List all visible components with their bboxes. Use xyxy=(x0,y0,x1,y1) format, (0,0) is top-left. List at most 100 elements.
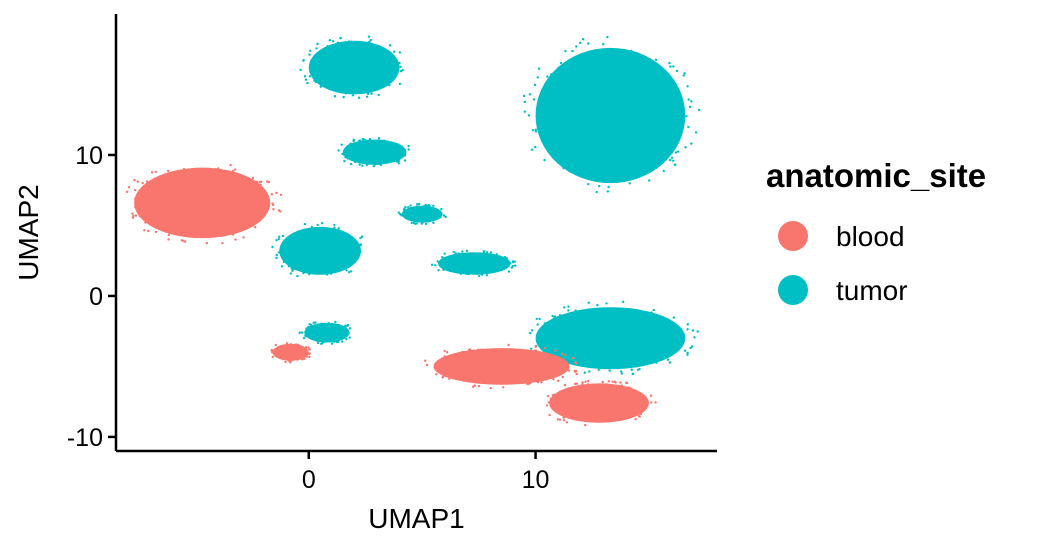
tumor-point xyxy=(567,309,570,312)
blood-point xyxy=(564,353,567,357)
tumor-point xyxy=(551,314,554,318)
tumor-point xyxy=(575,45,578,48)
tumor-point xyxy=(296,274,299,278)
tumor-point xyxy=(690,100,693,103)
tumor-point xyxy=(677,124,681,127)
tumor-point xyxy=(659,73,663,76)
blood-point xyxy=(270,193,274,196)
tumor-point xyxy=(536,76,539,79)
tumor-point xyxy=(369,162,372,165)
blood-point xyxy=(555,406,558,409)
blood-point xyxy=(467,348,471,352)
tumor-point xyxy=(658,354,662,357)
tumor-point xyxy=(404,205,407,209)
tumor-point xyxy=(334,320,337,324)
blood-point xyxy=(262,194,266,197)
blood-cluster-core xyxy=(272,343,309,361)
tumor-point xyxy=(407,148,410,151)
tumor-point xyxy=(415,222,418,225)
tumor-point xyxy=(630,368,634,371)
blood-point xyxy=(573,382,577,386)
tumor-point xyxy=(541,341,544,344)
blood-point xyxy=(253,220,257,224)
blood-point xyxy=(613,380,617,383)
tumor-point xyxy=(674,118,677,122)
tumor-point xyxy=(468,252,471,256)
blood-point xyxy=(546,394,550,398)
tumor-cluster-core xyxy=(308,40,400,95)
blood-point xyxy=(424,359,427,362)
blood-point xyxy=(552,378,555,381)
blood-point xyxy=(279,210,282,213)
blood-point xyxy=(645,403,648,407)
tumor-point xyxy=(444,215,447,219)
tumor-point xyxy=(574,309,577,312)
blood-cluster xyxy=(125,163,283,245)
tumor-point xyxy=(349,236,352,239)
blood-point xyxy=(547,401,550,404)
tumor-point xyxy=(619,171,623,175)
series-blood xyxy=(125,163,657,427)
tumor-point xyxy=(313,270,316,273)
tumor-point xyxy=(358,159,361,163)
blood-point xyxy=(584,380,587,383)
blood-point xyxy=(176,173,179,177)
tumor-point xyxy=(682,332,685,336)
tumor-point xyxy=(275,253,278,257)
tumor-point xyxy=(324,322,328,326)
tumor-point xyxy=(329,272,333,275)
tumor-point xyxy=(343,91,346,94)
tumor-point xyxy=(543,97,547,100)
x-tick-label: 10 xyxy=(522,466,550,494)
tumor-cluster xyxy=(271,221,364,278)
blood-point xyxy=(480,348,483,351)
blood-point xyxy=(581,383,584,387)
tumor-point xyxy=(673,339,677,343)
blood-point xyxy=(232,169,235,173)
tumor-point xyxy=(403,159,407,162)
tumor-point xyxy=(291,263,295,267)
tumor-point xyxy=(372,164,375,168)
tumor-point xyxy=(556,153,560,156)
tumor-point xyxy=(400,145,403,148)
tumor-point xyxy=(277,251,281,254)
tumor-point xyxy=(281,234,285,238)
blood-point xyxy=(443,355,446,358)
tumor-point xyxy=(456,253,459,257)
blood-point xyxy=(635,391,638,394)
tumor-point xyxy=(691,329,695,332)
blood-point xyxy=(154,230,158,234)
tumor-point xyxy=(672,159,675,163)
tumor-point xyxy=(424,222,428,226)
tumor-point xyxy=(666,348,670,352)
tumor-point xyxy=(361,140,364,144)
blood-point xyxy=(556,418,560,421)
tumor-point xyxy=(367,35,371,38)
tumor-cluster xyxy=(522,35,701,194)
tumor-point xyxy=(630,49,633,53)
tumor-point xyxy=(545,342,548,345)
tumor-cluster xyxy=(430,249,517,278)
blood-point xyxy=(566,363,569,367)
tumor-point xyxy=(545,324,548,327)
tumor-point xyxy=(317,76,321,79)
tumor-point xyxy=(362,138,365,141)
tumor-point xyxy=(579,56,583,60)
tumor-point xyxy=(607,185,610,189)
blood-point xyxy=(555,403,558,406)
tumor-point xyxy=(476,272,479,276)
tumor-point xyxy=(333,223,336,227)
tumor-point xyxy=(581,61,584,64)
tumor-point xyxy=(622,300,625,304)
tumor-point xyxy=(388,83,391,87)
blood-point xyxy=(556,409,559,412)
tumor-point xyxy=(601,57,605,60)
blood-point xyxy=(552,393,556,397)
blood-point xyxy=(217,167,220,170)
blood-point xyxy=(274,343,278,347)
tumor-point xyxy=(336,41,340,45)
tumor-point xyxy=(608,55,612,58)
tumor-point xyxy=(377,93,380,97)
tumor-point xyxy=(352,90,355,93)
tumor-point xyxy=(537,67,541,70)
